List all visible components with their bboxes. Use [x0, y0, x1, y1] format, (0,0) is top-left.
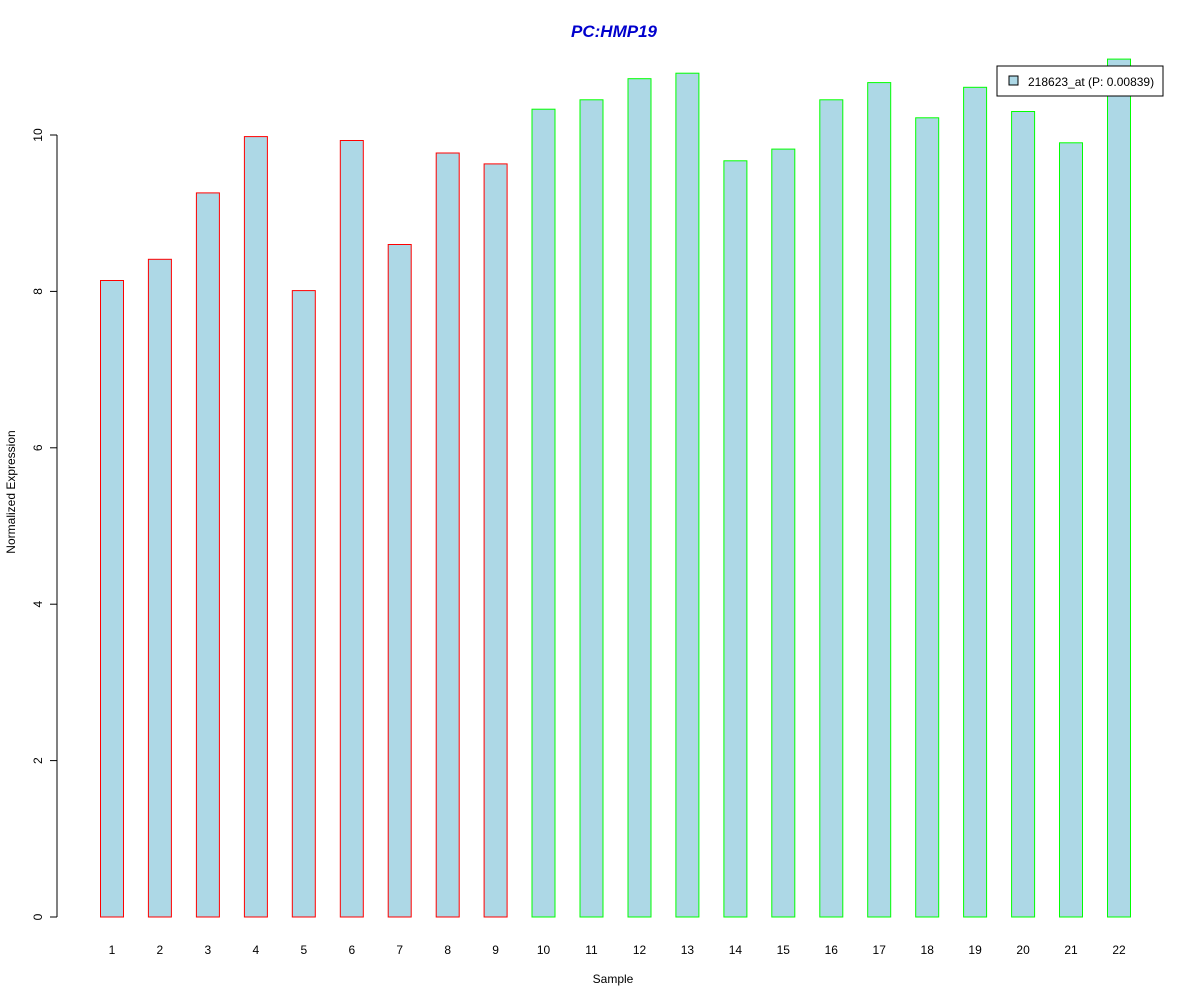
- x-tick-label: 5: [300, 943, 307, 957]
- x-tick-label: 17: [873, 943, 887, 957]
- x-tick-label: 14: [729, 943, 743, 957]
- bar-sample-17: [867, 82, 892, 918]
- y-tick-label: 8: [31, 288, 45, 295]
- bar-sample-8: [435, 152, 460, 918]
- x-tick-label: 3: [205, 943, 212, 957]
- bar-sample-19: [963, 86, 988, 918]
- bar-sample-13: [675, 72, 700, 918]
- x-tick-label: 4: [253, 943, 260, 957]
- legend-swatch: [1008, 75, 1019, 86]
- legend: 218623_at (P: 0.00839): [996, 65, 1164, 97]
- y-tick-label: 0: [31, 913, 45, 920]
- bar-sample-15: [771, 148, 796, 918]
- bar-sample-5: [291, 290, 316, 918]
- y-axis: 0 2 4 6 8 10: [31, 128, 58, 920]
- bars: [100, 58, 1131, 918]
- y-tick-label: 4: [31, 601, 45, 608]
- bar-sample-21: [1059, 142, 1083, 918]
- y-tick-label: 2: [31, 757, 45, 764]
- legend-box: [996, 65, 1164, 97]
- bar-sample-3: [195, 192, 220, 918]
- x-tick-label: 22: [1112, 943, 1126, 957]
- x-tick-label: 9: [492, 943, 499, 957]
- x-axis-tick-labels: 1 2 3 4 5 6 7 8 9 10 11 12 13 14 15 16 17 18 19 20 21 22: [109, 943, 1126, 957]
- bar-sample-14: [723, 160, 748, 918]
- bar-sample-16: [819, 99, 844, 918]
- chart-title: PC:HMP19: [571, 22, 658, 41]
- x-tick-label: 18: [921, 943, 935, 957]
- x-tick-label: 13: [681, 943, 695, 957]
- x-tick-label: 15: [777, 943, 791, 957]
- bar-sample-2: [147, 258, 172, 918]
- y-tick-label: 6: [31, 444, 45, 451]
- y-tick-label: 10: [31, 128, 45, 142]
- bar-sample-12: [627, 78, 652, 918]
- x-tick-label: 7: [396, 943, 403, 957]
- x-tick-label: 19: [968, 943, 982, 957]
- bar-sample-1: [100, 280, 124, 918]
- x-tick-label: 10: [537, 943, 551, 957]
- x-axis-label: Sample: [593, 972, 634, 986]
- bar-sample-7: [387, 244, 412, 918]
- bar-sample-4: [243, 136, 268, 918]
- x-tick-label: 16: [825, 943, 839, 957]
- y-axis-label: Normalized Expression: [4, 430, 18, 553]
- legend-label: 218623_at (P: 0.00839): [1028, 75, 1154, 89]
- bar-sample-11: [579, 99, 604, 918]
- bar-sample-22: [1107, 58, 1131, 918]
- bar-sample-9: [483, 163, 508, 918]
- bar-sample-20: [1011, 111, 1036, 918]
- x-tick-label: 6: [348, 943, 355, 957]
- bar-sample-18: [915, 117, 940, 918]
- x-tick-label: 20: [1016, 943, 1030, 957]
- bar-sample-6: [339, 140, 364, 918]
- bar-sample-10: [531, 108, 556, 918]
- x-tick-label: 8: [444, 943, 451, 957]
- x-tick-label: 2: [157, 943, 164, 957]
- x-tick-label: 21: [1064, 943, 1078, 957]
- x-tick-label: 1: [109, 943, 116, 957]
- x-tick-label: 12: [633, 943, 647, 957]
- x-tick-label: 11: [585, 943, 598, 957]
